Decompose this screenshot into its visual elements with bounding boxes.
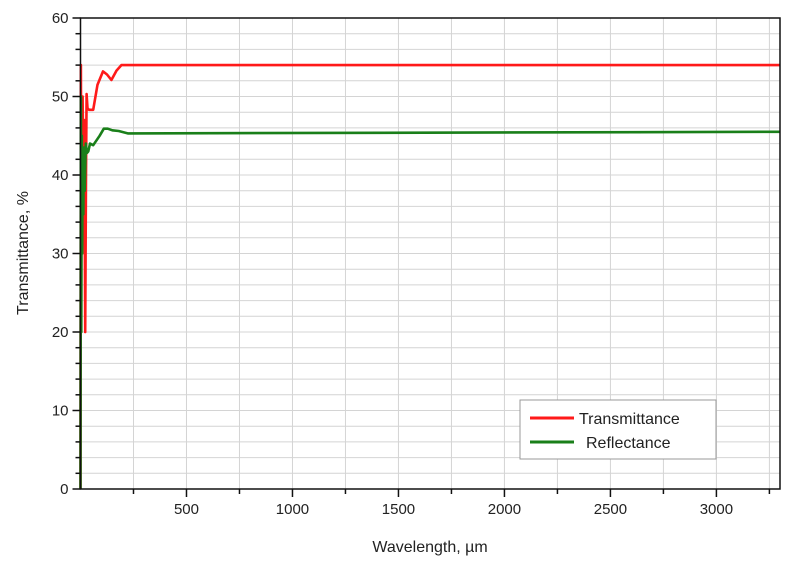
y-tick-label: 10 bbox=[52, 403, 69, 420]
x-tick-label: 3000 bbox=[700, 501, 733, 518]
y-tick-label: 40 bbox=[52, 167, 69, 184]
axes: 0 10 20 30 40 50 60 500 1000 1500 2000 2500 3000 bbox=[52, 10, 781, 518]
legend-box bbox=[519, 399, 717, 460]
x-tick-label: 2000 bbox=[488, 501, 521, 518]
y-tick-label: 20 bbox=[52, 324, 69, 341]
y-tick-label: 0 bbox=[60, 481, 68, 498]
legend-label-reflectance: Reflectance bbox=[586, 435, 671, 452]
series-group bbox=[79, 63, 781, 490]
y-tick-label: 60 bbox=[52, 10, 69, 27]
y-tick-label: 30 bbox=[52, 246, 69, 263]
legend-label-transmittance: Transmittance bbox=[579, 411, 680, 428]
legend: Transmittance Reflectance bbox=[519, 399, 717, 460]
y-axis-label: Transmittance, % bbox=[15, 191, 32, 315]
x-tick-label: 500 bbox=[174, 501, 199, 518]
y-tick-label: 50 bbox=[52, 89, 69, 106]
x-tick-label: 2500 bbox=[594, 501, 627, 518]
series-line-reflectance bbox=[79, 95, 781, 490]
x-tick-label: 1000 bbox=[276, 501, 309, 518]
x-tick-label: 1500 bbox=[382, 501, 415, 518]
x-axis-label: Wavelength, µm bbox=[372, 539, 487, 556]
